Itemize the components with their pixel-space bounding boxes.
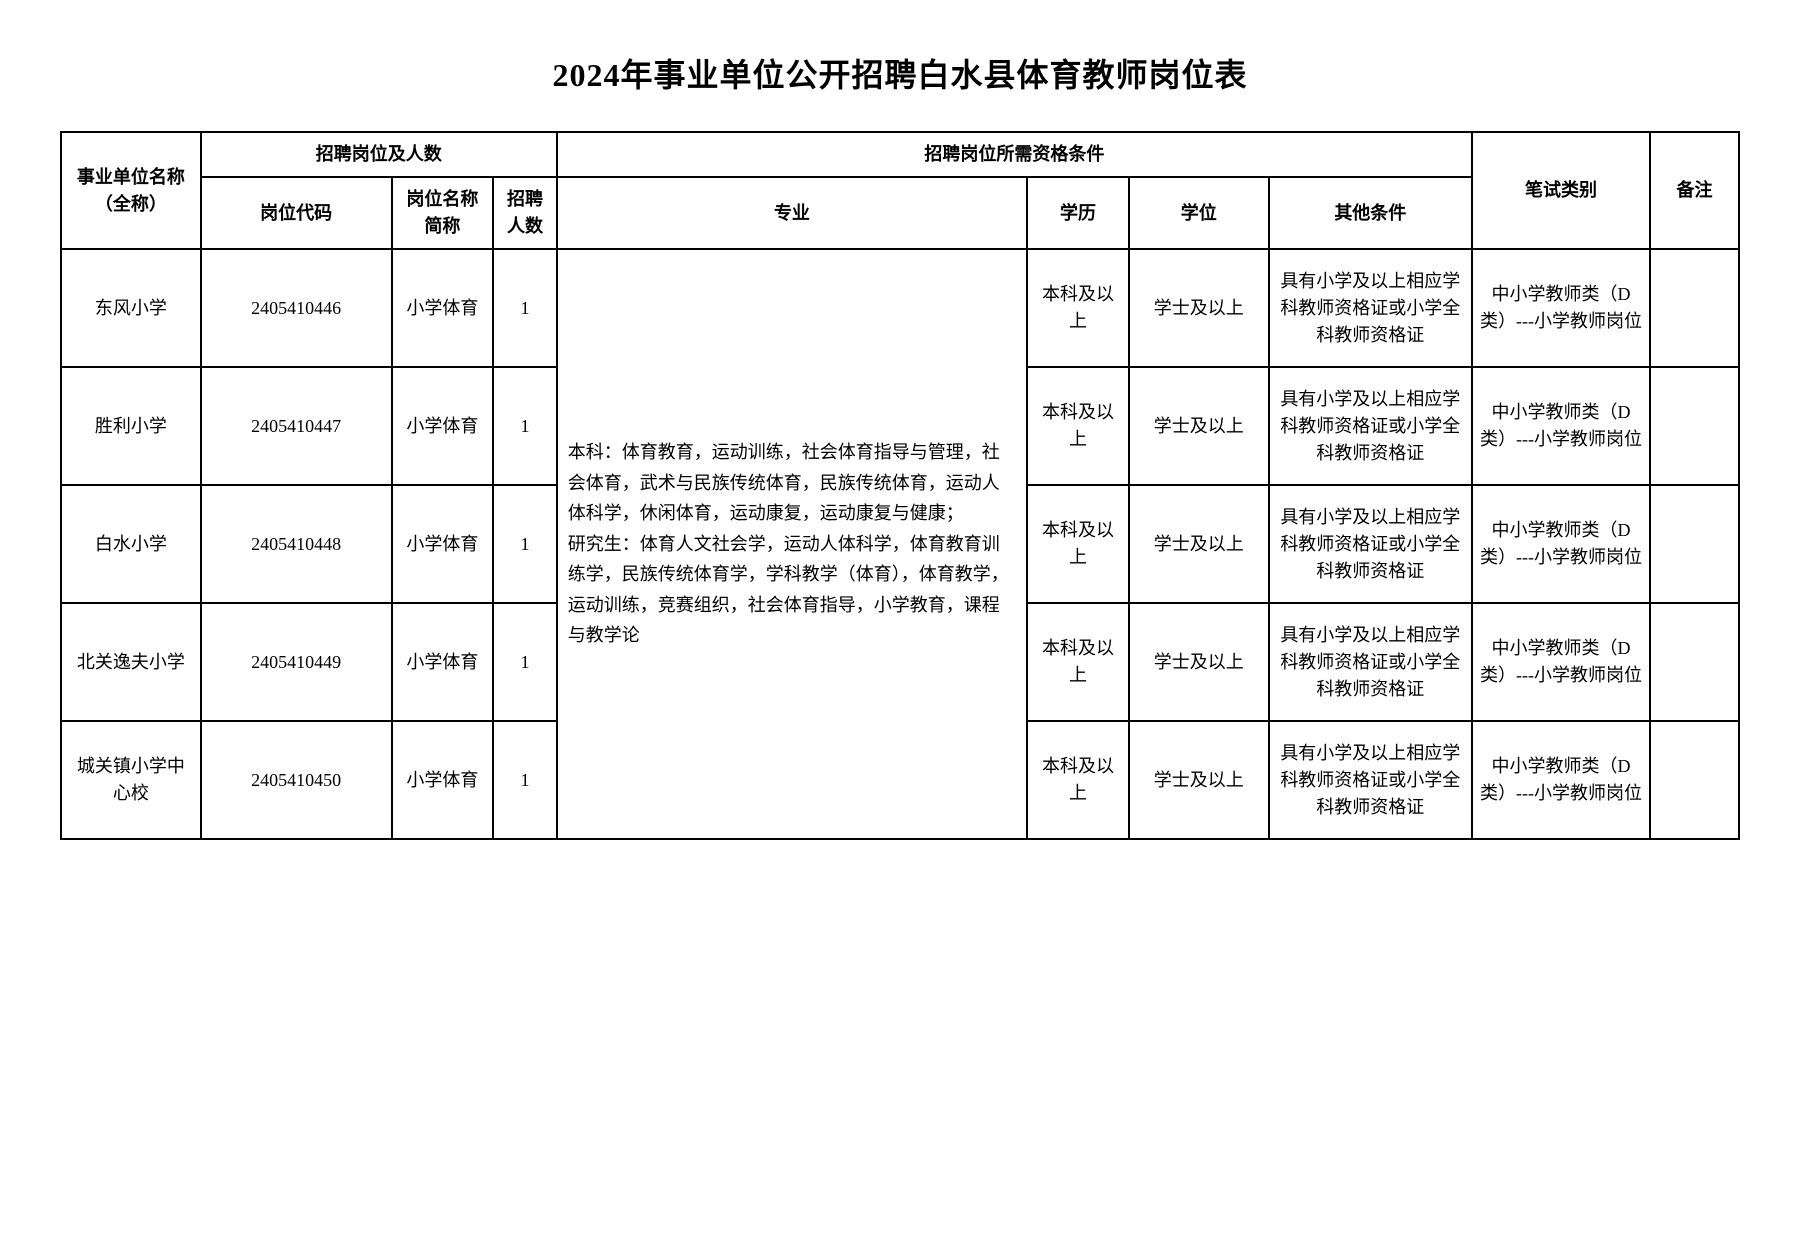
cell-major: 本科：体育教育，运动训练，社会体育指导与管理，社会体育，武术与民族传统体育，民族… — [557, 249, 1027, 839]
header-education: 学历 — [1027, 177, 1129, 249]
cell-remark — [1650, 721, 1739, 839]
cell-education: 本科及以上 — [1027, 603, 1129, 721]
header-row-1: 事业单位名称（全称） 招聘岗位及人数 招聘岗位所需资格条件 笔试类别 备注 — [61, 132, 1739, 177]
cell-exam-type: 中小学教师类（D类）---小学教师岗位 — [1472, 249, 1650, 367]
header-major: 专业 — [557, 177, 1027, 249]
cell-other: 具有小学及以上相应学科教师资格证或小学全科教师资格证 — [1269, 603, 1472, 721]
cell-unit: 胜利小学 — [61, 367, 201, 485]
cell-unit: 白水小学 — [61, 485, 201, 603]
cell-other: 具有小学及以上相应学科教师资格证或小学全科教师资格证 — [1269, 485, 1472, 603]
header-code: 岗位代码 — [201, 177, 392, 249]
cell-degree: 学士及以上 — [1129, 485, 1269, 603]
cell-unit: 北关逸夫小学 — [61, 603, 201, 721]
cell-remark — [1650, 249, 1739, 367]
header-exam-type: 笔试类别 — [1472, 132, 1650, 249]
header-unit: 事业单位名称（全称） — [61, 132, 201, 249]
cell-degree: 学士及以上 — [1129, 249, 1269, 367]
cell-other: 具有小学及以上相应学科教师资格证或小学全科教师资格证 — [1269, 367, 1472, 485]
cell-code: 2405410450 — [201, 721, 392, 839]
cell-pos-name: 小学体育 — [392, 603, 494, 721]
cell-other: 具有小学及以上相应学科教师资格证或小学全科教师资格证 — [1269, 249, 1472, 367]
cell-exam-type: 中小学教师类（D类）---小学教师岗位 — [1472, 721, 1650, 839]
header-remark: 备注 — [1650, 132, 1739, 249]
cell-degree: 学士及以上 — [1129, 367, 1269, 485]
table-body: 东风小学 2405410446 小学体育 1 本科：体育教育，运动训练，社会体育… — [61, 249, 1739, 839]
page-title: 2024年事业单位公开招聘白水县体育教师岗位表 — [60, 50, 1740, 96]
cell-education: 本科及以上 — [1027, 367, 1129, 485]
cell-remark — [1650, 485, 1739, 603]
header-other: 其他条件 — [1269, 177, 1472, 249]
cell-remark — [1650, 603, 1739, 721]
cell-other: 具有小学及以上相应学科教师资格证或小学全科教师资格证 — [1269, 721, 1472, 839]
cell-count: 1 — [493, 249, 557, 367]
cell-pos-name: 小学体育 — [392, 367, 494, 485]
header-qualification-group: 招聘岗位所需资格条件 — [557, 132, 1472, 177]
table-row: 东风小学 2405410446 小学体育 1 本科：体育教育，运动训练，社会体育… — [61, 249, 1739, 367]
cell-education: 本科及以上 — [1027, 485, 1129, 603]
cell-remark — [1650, 367, 1739, 485]
cell-education: 本科及以上 — [1027, 721, 1129, 839]
cell-pos-name: 小学体育 — [392, 721, 494, 839]
header-degree: 学位 — [1129, 177, 1269, 249]
cell-exam-type: 中小学教师类（D类）---小学教师岗位 — [1472, 485, 1650, 603]
header-position-group: 招聘岗位及人数 — [201, 132, 557, 177]
cell-exam-type: 中小学教师类（D类）---小学教师岗位 — [1472, 367, 1650, 485]
cell-degree: 学士及以上 — [1129, 721, 1269, 839]
cell-count: 1 — [493, 721, 557, 839]
header-count: 招聘人数 — [493, 177, 557, 249]
recruitment-table: 事业单位名称（全称） 招聘岗位及人数 招聘岗位所需资格条件 笔试类别 备注 岗位… — [60, 131, 1740, 840]
cell-count: 1 — [493, 367, 557, 485]
cell-unit: 东风小学 — [61, 249, 201, 367]
cell-count: 1 — [493, 603, 557, 721]
cell-count: 1 — [493, 485, 557, 603]
cell-code: 2405410447 — [201, 367, 392, 485]
cell-unit: 城关镇小学中心校 — [61, 721, 201, 839]
cell-code: 2405410446 — [201, 249, 392, 367]
cell-exam-type: 中小学教师类（D类）---小学教师岗位 — [1472, 603, 1650, 721]
cell-code: 2405410449 — [201, 603, 392, 721]
cell-pos-name: 小学体育 — [392, 485, 494, 603]
cell-code: 2405410448 — [201, 485, 392, 603]
header-pos-name: 岗位名称简称 — [392, 177, 494, 249]
cell-pos-name: 小学体育 — [392, 249, 494, 367]
cell-degree: 学士及以上 — [1129, 603, 1269, 721]
cell-education: 本科及以上 — [1027, 249, 1129, 367]
